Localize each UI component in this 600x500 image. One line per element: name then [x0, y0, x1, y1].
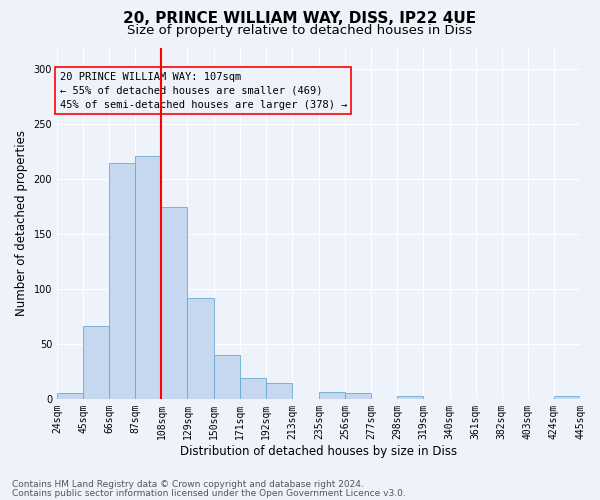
Bar: [57, 394, 83, 399]
Y-axis label: Number of detached properties: Number of detached properties: [15, 130, 28, 316]
Bar: [266, 384, 292, 399]
Bar: [187, 298, 214, 399]
Bar: [214, 355, 239, 399]
Bar: [83, 326, 109, 399]
Bar: [161, 206, 187, 399]
Text: Contains public sector information licensed under the Open Government Licence v3: Contains public sector information licen…: [12, 488, 406, 498]
Bar: [109, 163, 135, 399]
Bar: [554, 396, 580, 399]
Bar: [397, 396, 424, 399]
Text: 20, PRINCE WILLIAM WAY, DISS, IP22 4UE: 20, PRINCE WILLIAM WAY, DISS, IP22 4UE: [124, 11, 476, 26]
Text: 20 PRINCE WILLIAM WAY: 107sqm
← 55% of detached houses are smaller (469)
45% of : 20 PRINCE WILLIAM WAY: 107sqm ← 55% of d…: [59, 72, 347, 110]
Bar: [135, 156, 161, 399]
X-axis label: Distribution of detached houses by size in Diss: Distribution of detached houses by size …: [180, 444, 457, 458]
Bar: [319, 392, 345, 399]
Bar: [239, 378, 266, 399]
Text: Contains HM Land Registry data © Crown copyright and database right 2024.: Contains HM Land Registry data © Crown c…: [12, 480, 364, 489]
Bar: [345, 394, 371, 399]
Text: Size of property relative to detached houses in Diss: Size of property relative to detached ho…: [127, 24, 473, 37]
